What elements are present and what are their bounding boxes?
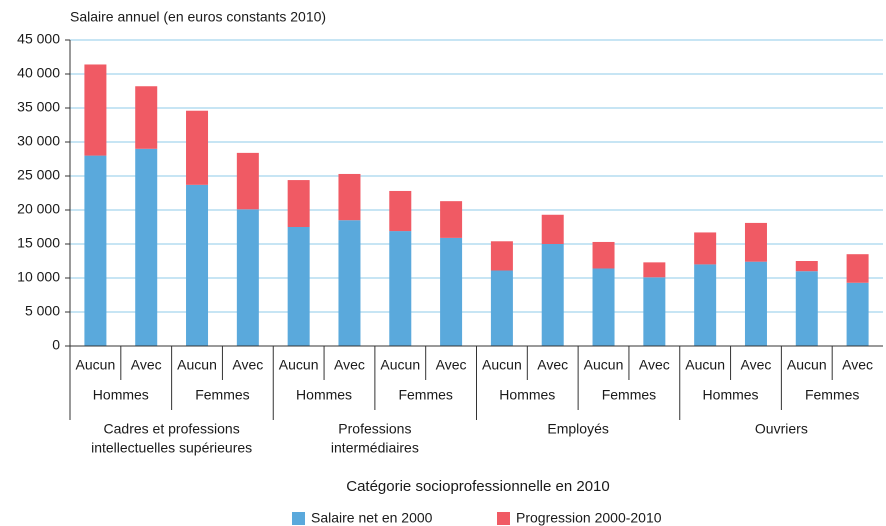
- legend-label: Salaire net en 2000: [311, 510, 433, 526]
- bar-segment: [592, 268, 615, 346]
- y-tick-label: 45 000: [17, 31, 60, 47]
- bar-segment: [694, 264, 717, 346]
- group-label: intellectuelles supérieures: [91, 440, 252, 456]
- x-tick-label: Avec: [842, 357, 873, 373]
- bar-segment: [643, 262, 666, 278]
- x-tick-label: Avec: [436, 357, 467, 373]
- bar-segment: [643, 277, 666, 346]
- y-tick-label: 25 000: [17, 167, 60, 183]
- bar-segment: [541, 244, 564, 346]
- bar-segment: [744, 261, 767, 346]
- bar-segment: [440, 237, 463, 346]
- x-tick-label: Aucun: [279, 357, 319, 373]
- bar-segment: [186, 110, 209, 185]
- bar-segment: [186, 184, 209, 346]
- x-tick-label: Aucun: [177, 357, 217, 373]
- bar-segment: [440, 201, 463, 238]
- x-tick-label: Avec: [232, 357, 263, 373]
- x-tick-label: Avec: [334, 357, 365, 373]
- legend-swatch: [292, 512, 305, 525]
- bar-segment: [389, 190, 412, 232]
- y-axis-title: Salaire annuel (en euros constants 2010): [70, 9, 326, 25]
- subgroup-label: Hommes: [499, 387, 555, 403]
- group-label: Professions: [338, 421, 411, 437]
- group-label: Ouvriers: [755, 421, 808, 437]
- bar-segment: [135, 148, 158, 346]
- y-tick-label: 15 000: [17, 235, 60, 251]
- bar-segment: [694, 232, 717, 265]
- x-tick-label: Avec: [741, 357, 772, 373]
- bar-segment: [135, 86, 158, 149]
- bar-segment: [795, 261, 818, 272]
- subgroup-label: Femmes: [398, 387, 452, 403]
- subgroup-label: Femmes: [805, 387, 859, 403]
- bar-segment: [490, 241, 513, 271]
- x-tick-label: Aucun: [76, 357, 116, 373]
- y-tick-label: 20 000: [17, 201, 60, 217]
- bar-segment: [287, 227, 310, 346]
- subgroup-label: Femmes: [195, 387, 249, 403]
- legend-swatch: [497, 512, 510, 525]
- x-tick-label: Aucun: [584, 357, 624, 373]
- bar-segment: [592, 241, 615, 269]
- bar-segment: [84, 155, 107, 346]
- x-tick-label: Avec: [639, 357, 670, 373]
- bar-segment: [490, 270, 513, 346]
- x-tick-label: Aucun: [787, 357, 827, 373]
- x-tick-label: Aucun: [482, 357, 522, 373]
- bar-segment: [541, 214, 564, 244]
- subgroup-label: Hommes: [703, 387, 759, 403]
- bar-segment: [795, 271, 818, 346]
- y-tick-label: 10 000: [17, 269, 60, 285]
- bar-segment: [846, 282, 869, 346]
- x-tick-label: Aucun: [685, 357, 725, 373]
- x-tick-label: Avec: [537, 357, 568, 373]
- y-tick-label: 5 000: [25, 303, 60, 319]
- bar-segment: [236, 152, 259, 210]
- bar-segment: [338, 173, 361, 221]
- bar-segment: [84, 64, 107, 156]
- y-tick-label: 35 000: [17, 99, 60, 115]
- group-label: Employés: [547, 421, 608, 437]
- bar-segment: [287, 180, 310, 227]
- bar-segment: [389, 231, 412, 346]
- bar-segment: [338, 220, 361, 346]
- y-tick-label: 30 000: [17, 133, 60, 149]
- y-tick-label: 40 000: [17, 65, 60, 81]
- y-tick-label: 0: [52, 337, 60, 353]
- group-label: intermédiaires: [331, 440, 419, 456]
- x-axis-title: Catégorie socioprofessionnelle en 2010: [346, 478, 610, 495]
- x-tick-label: Avec: [131, 357, 162, 373]
- bar-segment: [236, 209, 259, 346]
- bar-segment: [744, 222, 767, 262]
- subgroup-label: Hommes: [296, 387, 352, 403]
- bar-segment: [846, 254, 869, 283]
- subgroup-label: Femmes: [602, 387, 656, 403]
- legend-label: Progression 2000-2010: [516, 510, 662, 526]
- group-label: Cadres et professions: [104, 421, 240, 437]
- subgroup-label: Hommes: [93, 387, 149, 403]
- x-tick-label: Aucun: [380, 357, 420, 373]
